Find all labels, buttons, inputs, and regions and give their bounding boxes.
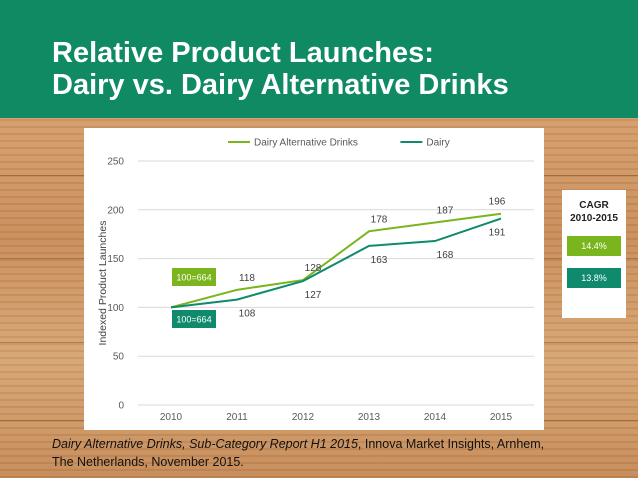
data-label: 168 [437, 250, 454, 261]
slide-title: Relative Product Launches: Dairy vs. Dai… [52, 37, 509, 101]
slide-title-line1: Relative Product Launches: [52, 37, 434, 69]
y-tick-label: 150 [107, 254, 124, 265]
y-tick-label: 250 [107, 157, 124, 168]
data-label: 108 [239, 309, 256, 320]
cagr-title: CAGR [579, 200, 609, 211]
caption-report-title: Dairy Alternative Drinks, Sub-Category R… [52, 437, 358, 451]
data-label: 196 [489, 197, 506, 208]
index-base-label: 100=664 [176, 315, 211, 325]
y-tick-label: 200 [107, 205, 124, 216]
x-tick-label: 2011 [226, 412, 248, 423]
legend-entry: Dairy [426, 138, 449, 149]
line-chart: 0 50 100 150 200 250 2010 2011 2012 2013 2014 2015 I… [97, 138, 534, 423]
data-label: 163 [371, 255, 388, 266]
y-tick-label: 100 [107, 303, 124, 314]
index-base-badge [172, 310, 216, 328]
cagr-panel: CAGR 2010-2015 14.4% 13.8% [562, 190, 626, 318]
data-label: 178 [371, 214, 388, 225]
data-label: 187 [437, 205, 454, 216]
legend-entry: Dairy Alternative Drinks [254, 138, 358, 149]
data-label: 191 [489, 228, 506, 239]
source-caption: Dairy Alternative Drinks, Sub-Category R… [52, 435, 612, 471]
chart-panel: 0 50 100 150 200 250 2010 2011 2012 2013 2014 2015 I… [84, 128, 544, 430]
data-label: 118 [239, 273, 255, 284]
index-base-badge [172, 268, 216, 286]
caption-location-date: The Netherlands, November 2015. [52, 455, 244, 469]
cagr-dairy-alt-badge: 14.4% [567, 236, 621, 256]
y-axis-label: Indexed Product Launches [97, 221, 109, 346]
y-tick-label: 50 [113, 352, 125, 363]
cagr-period: 2010-2015 [570, 213, 618, 224]
y-tick-label: 0 [118, 401, 124, 412]
slide-header: Relative Product Launches: Dairy vs. Dai… [0, 0, 638, 118]
cagr-dairy-badge: 13.8% [567, 268, 621, 288]
x-tick-label: 2015 [490, 412, 513, 423]
index-base-label: 100=664 [176, 273, 211, 283]
caption-source: , Innova Market Insights, Arnhem, [357, 437, 545, 451]
series-line-1 [170, 217, 502, 309]
x-tick-label: 2014 [424, 412, 447, 423]
x-tick-label: 2013 [358, 412, 381, 423]
data-label: 128 [305, 263, 322, 274]
x-tick-label: 2012 [292, 412, 315, 423]
data-label: 127 [305, 290, 322, 301]
x-tick-label: 2010 [160, 412, 183, 423]
slide-title-line2: Dairy vs. Dairy Alternative Drinks [52, 69, 509, 101]
series-line-0 [170, 212, 502, 309]
